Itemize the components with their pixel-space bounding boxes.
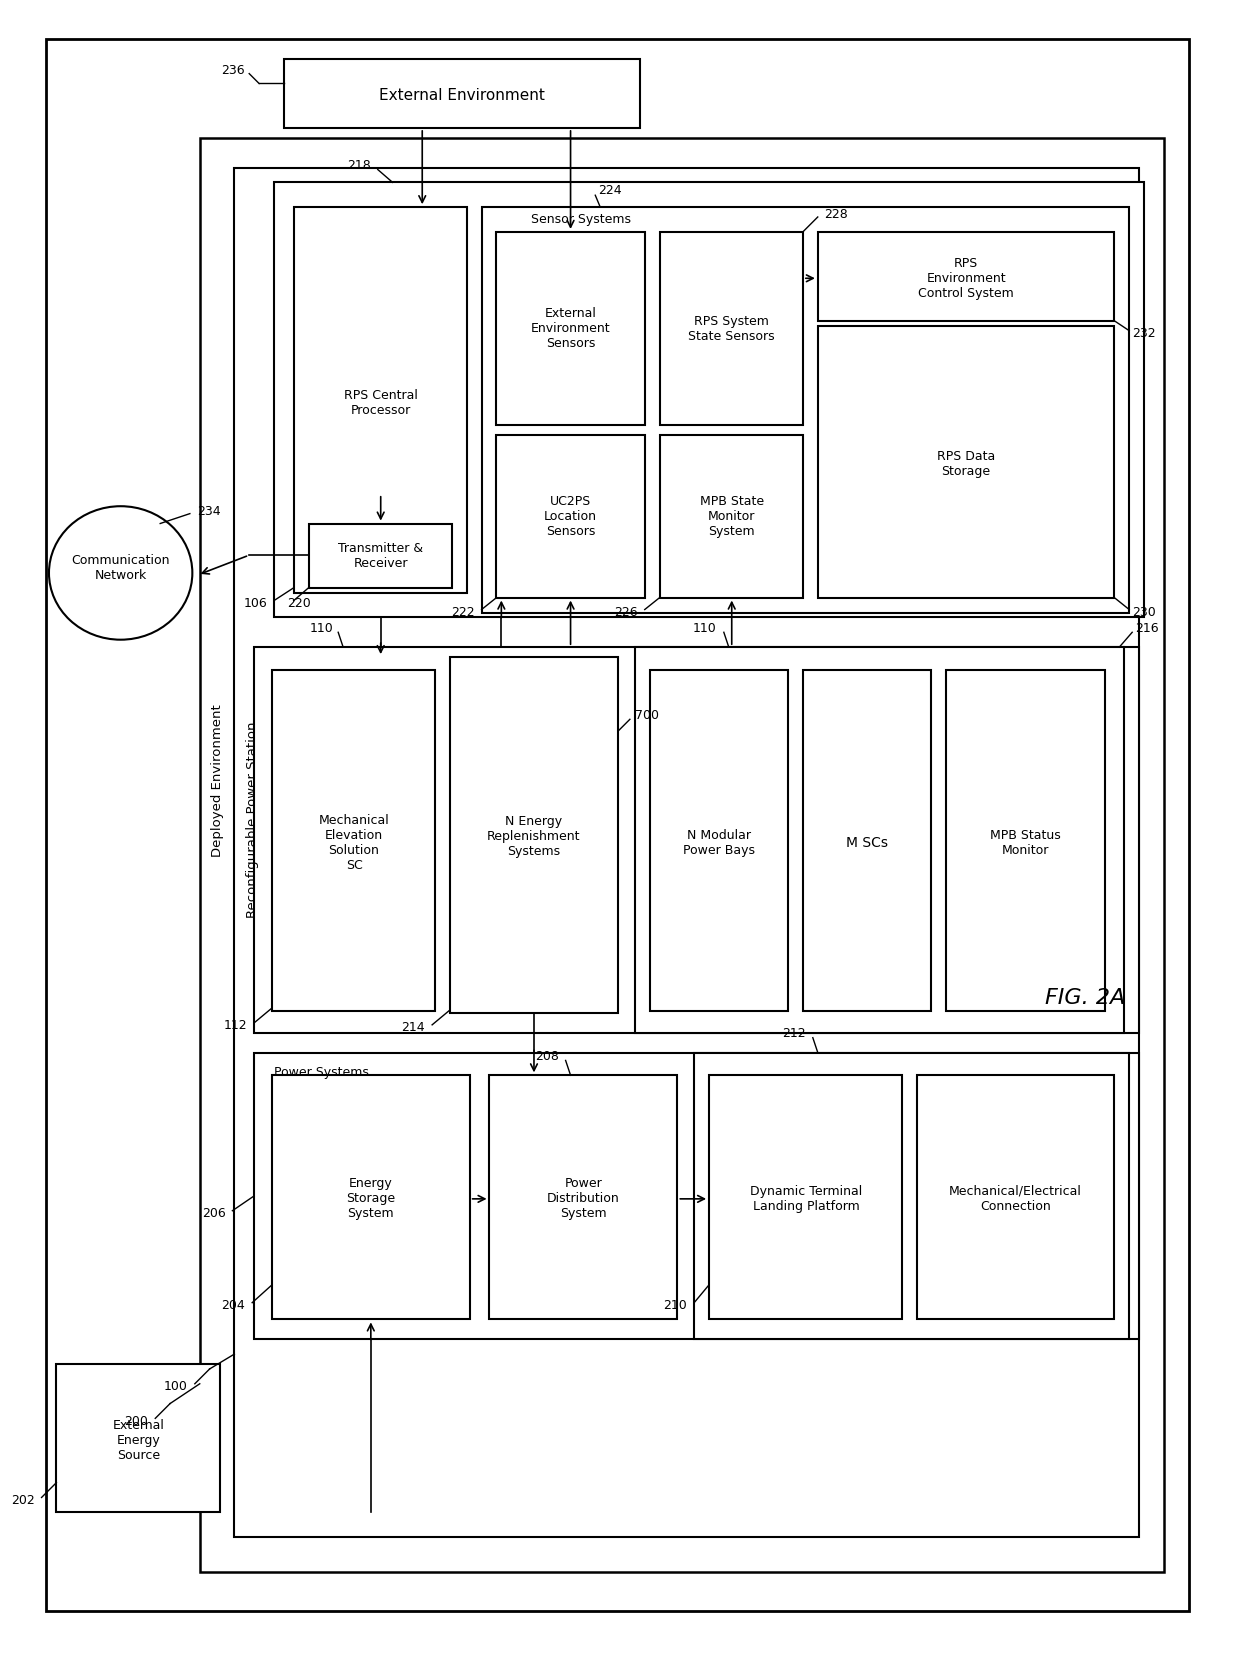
Bar <box>284 58 640 128</box>
Text: RPS
Environment
Control System: RPS Environment Control System <box>918 257 1014 300</box>
Text: 110: 110 <box>693 622 717 635</box>
Bar <box>946 670 1105 1010</box>
Text: Power Systems: Power Systems <box>274 1065 368 1079</box>
Text: 206: 206 <box>202 1207 226 1220</box>
Bar <box>450 657 618 1014</box>
Text: M SCs: M SCs <box>846 835 888 850</box>
Text: External Environment: External Environment <box>379 88 544 103</box>
Bar <box>650 670 789 1010</box>
Text: 232: 232 <box>1132 327 1156 340</box>
Text: MPB State
Monitor
System: MPB State Monitor System <box>699 495 764 538</box>
Bar <box>254 647 1140 1034</box>
Text: Dynamic Terminal
Landing Platform: Dynamic Terminal Landing Platform <box>750 1185 862 1214</box>
Text: External
Energy
Source: External Energy Source <box>113 1419 165 1462</box>
Text: 216: 216 <box>1135 622 1159 635</box>
Text: 112: 112 <box>223 1019 247 1032</box>
Text: 220: 220 <box>286 597 310 610</box>
Bar <box>817 325 1115 598</box>
Text: Mechanical/Electrical
Connection: Mechanical/Electrical Connection <box>949 1185 1083 1214</box>
Bar <box>481 207 1130 612</box>
Text: 212: 212 <box>782 1027 806 1040</box>
Bar <box>694 1052 1130 1339</box>
Text: Energy
Storage
System: Energy Storage System <box>346 1177 396 1220</box>
Bar <box>635 647 1125 1034</box>
Bar <box>660 232 804 425</box>
Ellipse shape <box>48 507 192 640</box>
Text: 100: 100 <box>164 1380 188 1394</box>
Text: 226: 226 <box>614 607 637 618</box>
Text: RPS System
State Sensors: RPS System State Sensors <box>688 315 775 343</box>
Text: 230: 230 <box>1132 607 1156 618</box>
Text: Power
Distribution
System: Power Distribution System <box>547 1177 620 1220</box>
Text: Transmitter &
Receiver: Transmitter & Receiver <box>339 542 423 570</box>
Text: 214: 214 <box>402 1022 425 1034</box>
Text: MPB Status
Monitor: MPB Status Monitor <box>990 828 1060 857</box>
Bar <box>200 138 1164 1572</box>
Text: 228: 228 <box>823 207 847 220</box>
Bar <box>490 1075 677 1320</box>
Bar <box>496 232 645 425</box>
Bar <box>272 1075 470 1320</box>
Text: External
Environment
Sensors: External Environment Sensors <box>531 307 610 350</box>
Text: FIG. 2A: FIG. 2A <box>1044 989 1125 1009</box>
Text: 234: 234 <box>197 505 221 518</box>
Bar <box>234 168 1140 1537</box>
Text: 700: 700 <box>635 708 658 722</box>
Bar <box>272 670 435 1010</box>
Text: 218: 218 <box>347 158 371 172</box>
Text: RPS Data
Storage: RPS Data Storage <box>937 450 996 478</box>
Text: 210: 210 <box>663 1299 687 1312</box>
Text: Deployed Environment: Deployed Environment <box>211 703 224 857</box>
Text: Sensor Systems: Sensor Systems <box>531 213 631 227</box>
Bar <box>309 523 451 588</box>
Bar <box>254 1052 1140 1339</box>
Bar <box>804 670 931 1010</box>
Bar <box>294 207 466 593</box>
Text: 236: 236 <box>221 63 244 77</box>
Text: 208: 208 <box>534 1050 559 1064</box>
Bar <box>660 435 804 598</box>
Text: Reconfigurable Power Station: Reconfigurable Power Station <box>246 722 259 919</box>
Bar <box>56 1364 219 1512</box>
Text: UC2PS
Location
Sensors: UC2PS Location Sensors <box>544 495 598 538</box>
Text: 224: 224 <box>598 183 622 197</box>
Text: RPS Central
Processor: RPS Central Processor <box>343 388 418 417</box>
Text: Mechanical
Elevation
Solution
SC: Mechanical Elevation Solution SC <box>319 813 389 872</box>
Text: 200: 200 <box>124 1415 149 1429</box>
Text: Communication
Network: Communication Network <box>72 553 170 582</box>
Bar <box>709 1075 901 1320</box>
Bar <box>274 182 1145 617</box>
Text: 202: 202 <box>11 1494 35 1507</box>
Text: 222: 222 <box>451 607 475 618</box>
Text: N Energy
Replenishment
Systems: N Energy Replenishment Systems <box>487 815 580 859</box>
Bar <box>496 435 645 598</box>
Text: N Modular
Power Bays: N Modular Power Bays <box>683 828 755 857</box>
Text: 106: 106 <box>243 597 267 610</box>
Bar <box>916 1075 1115 1320</box>
Text: 204: 204 <box>222 1299 246 1312</box>
Text: 110: 110 <box>310 622 334 635</box>
Bar <box>817 232 1115 320</box>
